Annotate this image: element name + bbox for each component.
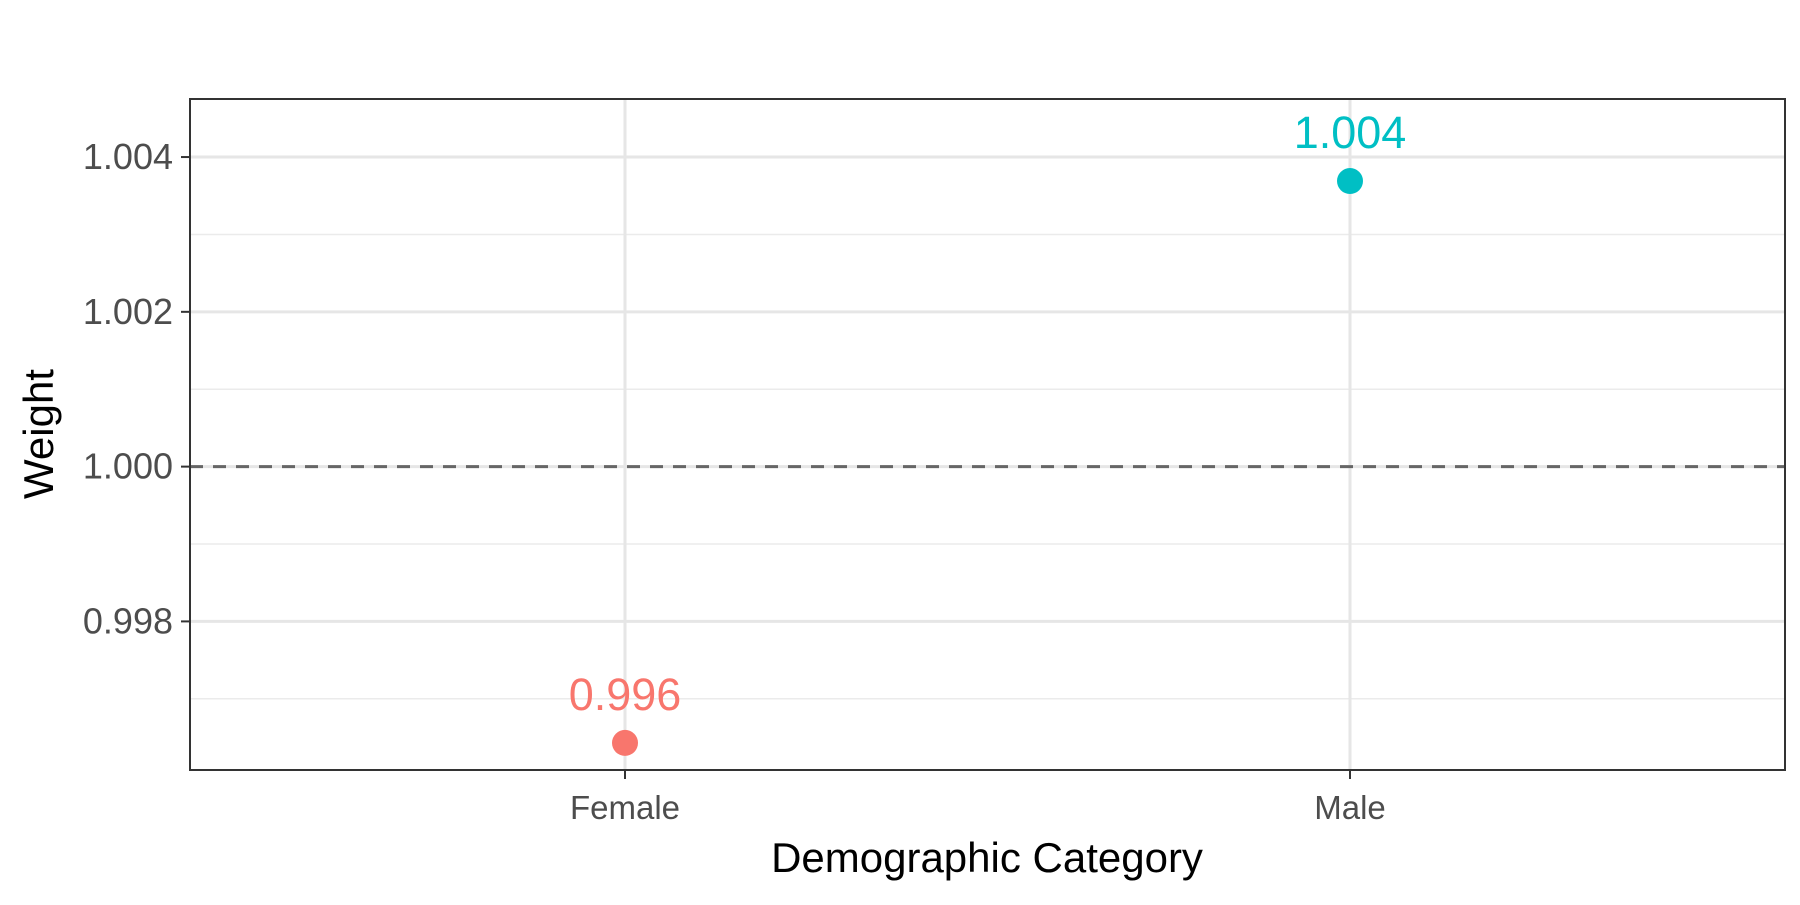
data-point xyxy=(1337,168,1363,195)
y-tick-label: 1.004 xyxy=(83,136,173,177)
y-axis-title: Weight xyxy=(15,369,62,499)
plot-panel-background xyxy=(190,99,1785,770)
data-label: 1.004 xyxy=(1294,107,1407,158)
y-tick-label: 1.002 xyxy=(83,291,173,332)
axes: 0.998 1.000 1.002 1.004 Female Male xyxy=(83,136,1386,826)
x-tick-label: Female xyxy=(570,789,680,826)
x-tick-label: Male xyxy=(1314,789,1386,826)
data-label: 0.996 xyxy=(569,669,682,720)
y-tick-label: 1.000 xyxy=(83,446,173,487)
data-points: 0.996 1.004 xyxy=(569,107,1407,756)
y-tick-label: 0.998 xyxy=(83,600,173,641)
x-axis-title: Demographic Category xyxy=(771,834,1203,881)
data-point xyxy=(612,729,638,756)
plot-panel-border xyxy=(189,98,1786,771)
